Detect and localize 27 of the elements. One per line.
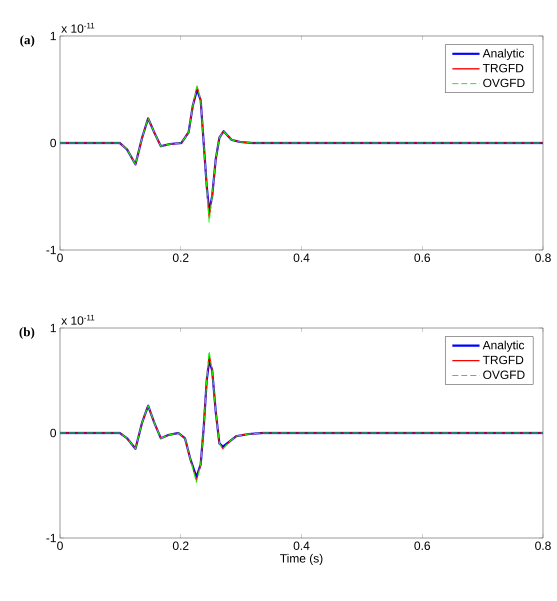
y-tick-label: -1	[46, 246, 56, 254]
legend-label: TRGFD	[482, 64, 524, 72]
chart-title: (b)	[20, 327, 34, 339]
y-tick-label: 0	[50, 428, 56, 438]
y-tick-label: 0	[50, 138, 56, 148]
x-tick-label: 0.6	[414, 254, 430, 262]
text: x 10$^{-11}$	[61, 314, 94, 325]
x-tick-label: 0.2	[172, 542, 188, 550]
x-tick-label: 0.8	[535, 542, 551, 550]
x-tick-label: 0.4	[294, 254, 310, 262]
x-tick-label: 0.4	[294, 542, 310, 550]
y-tick-label: 1	[50, 324, 56, 332]
x-tick-label: 0	[57, 542, 63, 550]
legend-label: OVGFD	[483, 78, 525, 88]
legend-label: OVGFD	[483, 370, 525, 380]
chart-title: (a)	[20, 35, 34, 47]
x-axis-title: Time (s)	[280, 554, 322, 565]
y-tick-label: -1	[46, 534, 56, 542]
legend-label: Analytic	[482, 340, 524, 352]
legend-label: Analytic	[482, 48, 524, 60]
y-tick-label: 1	[50, 32, 56, 40]
x-tick-label: 0.2	[172, 254, 188, 262]
x-tick-label: 0	[57, 254, 63, 262]
x-tick-label: 0.6	[414, 542, 430, 550]
text: x 10$^{-11}$	[61, 22, 94, 33]
legend-label: TRGFD	[482, 356, 524, 364]
x-tick-label: 0.8	[535, 254, 551, 262]
